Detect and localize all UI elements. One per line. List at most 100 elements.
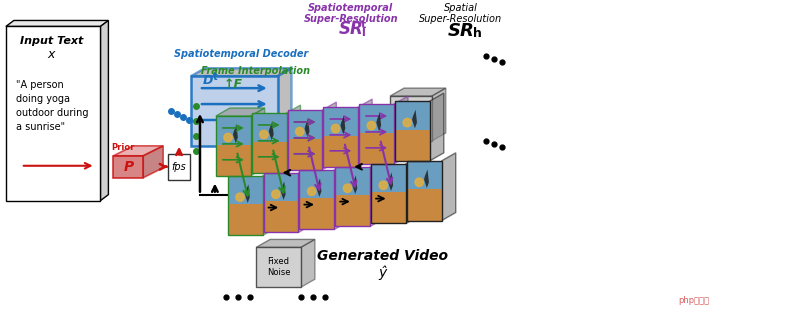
Polygon shape — [264, 173, 298, 202]
Polygon shape — [323, 107, 358, 136]
Polygon shape — [245, 184, 250, 203]
Polygon shape — [287, 110, 322, 139]
Polygon shape — [101, 20, 109, 201]
Polygon shape — [370, 159, 384, 226]
Polygon shape — [281, 181, 286, 200]
Polygon shape — [359, 104, 394, 133]
Text: SR: SR — [338, 20, 363, 39]
Polygon shape — [191, 68, 291, 76]
Text: Frame Interpolation: Frame Interpolation — [201, 66, 310, 76]
Text: php中文网: php中文网 — [678, 295, 709, 305]
Text: t: t — [361, 20, 366, 30]
Polygon shape — [352, 175, 358, 194]
Circle shape — [224, 133, 232, 142]
Polygon shape — [442, 153, 456, 221]
Circle shape — [379, 181, 387, 190]
Text: Spatial
Super-Resolution: Spatial Super-Resolution — [419, 3, 502, 24]
Polygon shape — [305, 119, 310, 137]
Polygon shape — [256, 247, 301, 287]
Circle shape — [307, 187, 316, 195]
Text: h: h — [473, 27, 482, 40]
Polygon shape — [406, 156, 420, 224]
Polygon shape — [6, 20, 109, 27]
Text: ↑F: ↑F — [224, 78, 243, 91]
Polygon shape — [216, 116, 250, 145]
Polygon shape — [390, 96, 432, 141]
Circle shape — [403, 118, 411, 127]
Text: Prior: Prior — [111, 143, 134, 152]
Polygon shape — [335, 167, 370, 195]
Polygon shape — [301, 239, 315, 287]
Text: Generated Video: Generated Video — [317, 249, 448, 263]
Text: ŷ: ŷ — [378, 265, 386, 280]
Polygon shape — [143, 146, 163, 178]
Text: Fixed
Noise: Fixed Noise — [399, 109, 422, 129]
Polygon shape — [298, 165, 313, 232]
Polygon shape — [252, 142, 286, 173]
Polygon shape — [216, 108, 265, 116]
Text: l: l — [361, 29, 365, 39]
FancyBboxPatch shape — [168, 154, 190, 180]
Polygon shape — [394, 96, 408, 164]
Text: P: P — [123, 160, 134, 174]
Polygon shape — [334, 162, 348, 229]
Circle shape — [236, 193, 244, 202]
Polygon shape — [430, 93, 444, 161]
Circle shape — [295, 127, 304, 136]
Polygon shape — [371, 164, 406, 192]
Polygon shape — [376, 113, 381, 131]
Text: D: D — [203, 74, 214, 87]
Polygon shape — [322, 102, 336, 170]
Polygon shape — [390, 88, 446, 96]
Polygon shape — [323, 136, 358, 167]
Polygon shape — [432, 88, 446, 141]
Polygon shape — [286, 105, 301, 173]
Polygon shape — [252, 113, 286, 142]
Polygon shape — [191, 76, 278, 146]
Polygon shape — [114, 156, 143, 178]
Polygon shape — [335, 195, 370, 226]
Polygon shape — [262, 168, 277, 236]
Polygon shape — [341, 116, 346, 134]
Text: Fixed
Noise: Fixed Noise — [267, 257, 290, 277]
Circle shape — [272, 190, 280, 198]
Polygon shape — [395, 130, 430, 161]
Circle shape — [331, 124, 340, 133]
Polygon shape — [424, 169, 429, 188]
Text: Spatiotemporal Decoder: Spatiotemporal Decoder — [174, 49, 308, 59]
Polygon shape — [317, 178, 322, 197]
Text: Input Text: Input Text — [19, 36, 83, 46]
Polygon shape — [371, 192, 406, 224]
Circle shape — [260, 130, 268, 139]
Text: t: t — [213, 72, 218, 82]
Polygon shape — [407, 190, 442, 221]
Text: SR: SR — [447, 22, 474, 40]
Polygon shape — [233, 125, 238, 143]
Polygon shape — [269, 122, 274, 140]
Polygon shape — [114, 146, 163, 156]
Polygon shape — [395, 101, 430, 130]
Text: Spatiotemporal
Super-Resolution: Spatiotemporal Super-Resolution — [303, 3, 398, 24]
Polygon shape — [256, 239, 315, 247]
Polygon shape — [250, 108, 265, 176]
Polygon shape — [228, 204, 262, 236]
Text: "A person
doing yoga
outdoor during
a sunrise": "A person doing yoga outdoor during a su… — [16, 80, 88, 132]
Text: x: x — [47, 48, 55, 61]
Polygon shape — [6, 27, 101, 201]
Polygon shape — [278, 68, 291, 146]
Polygon shape — [388, 172, 393, 191]
Polygon shape — [299, 170, 334, 198]
Polygon shape — [287, 139, 322, 170]
Polygon shape — [412, 110, 417, 128]
Circle shape — [415, 178, 423, 187]
Polygon shape — [228, 176, 262, 204]
Polygon shape — [264, 202, 298, 232]
Polygon shape — [359, 133, 394, 164]
Circle shape — [343, 184, 352, 192]
Text: fps: fps — [172, 162, 186, 172]
Polygon shape — [299, 198, 334, 229]
Polygon shape — [216, 145, 250, 176]
Circle shape — [367, 122, 375, 130]
Polygon shape — [407, 161, 442, 190]
Polygon shape — [358, 99, 372, 167]
